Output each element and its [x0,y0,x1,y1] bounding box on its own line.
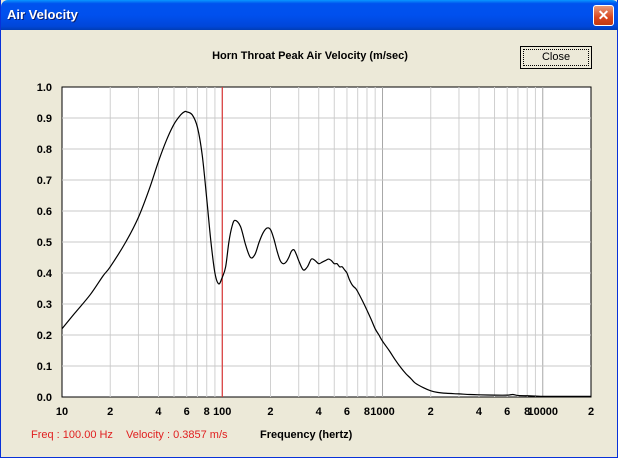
close-button[interactable]: Close [520,46,592,69]
x-tick-label: 6 [504,406,510,418]
x-tick-label: 2 [107,406,113,418]
x-tick-label: 100 [213,406,231,418]
y-tick-label: 0.3 [37,299,52,311]
y-tick-label: 1.0 [37,82,52,94]
y-tick-label: 0.9 [37,113,52,125]
y-tick-label: 0.4 [37,268,53,280]
x-tick-label: 8 [524,406,530,418]
x-tick-label: 1000 [370,406,394,418]
title-bar[interactable]: Air Velocity ✕ [1,0,618,30]
y-tick-label: 0.2 [37,330,52,342]
x-tick-label: 8 [364,406,370,418]
x-tick-label: 2 [267,406,273,418]
window-title: Air Velocity [7,7,78,22]
y-tick-label: 0.1 [37,361,52,373]
y-tick-label: 0.7 [37,175,52,187]
chart-title: Horn Throat Peak Air Velocity (m/sec) [212,50,408,62]
x-tick-label: 8 [204,406,210,418]
x-tick-label: 10000 [527,406,558,418]
y-tick-label: 0.6 [37,206,52,218]
x-tick-label: 2 [428,406,434,418]
close-button-label: Close [523,49,589,66]
velocity-readout: Velocity : 0.3857 m/s [126,429,228,441]
x-axis-label: Frequency (hertz) [260,429,353,441]
window-close-icon[interactable]: ✕ [593,5,614,26]
x-tick-label: 6 [344,406,350,418]
y-tick-label: 0.0 [37,392,52,404]
y-tick-labels: 0.0 0.1 0.2 0.3 0.4 0.5 0.6 0.7 0.8 0.9 1.0 [37,82,53,404]
x-tick-label: 4 [476,406,483,418]
freq-readout: Freq : 100.00 Hz [31,429,113,441]
x-tick-label: 6 [184,406,190,418]
series-line [61,110,591,398]
y-tick-label: 0.5 [37,237,52,249]
x-tick-label: 4 [155,406,162,418]
x-tick-label: 2 [588,406,594,418]
x-tick-label: 4 [316,406,323,418]
x-tick-label: 10 [56,406,68,418]
y-tick-label: 0.8 [37,144,52,156]
